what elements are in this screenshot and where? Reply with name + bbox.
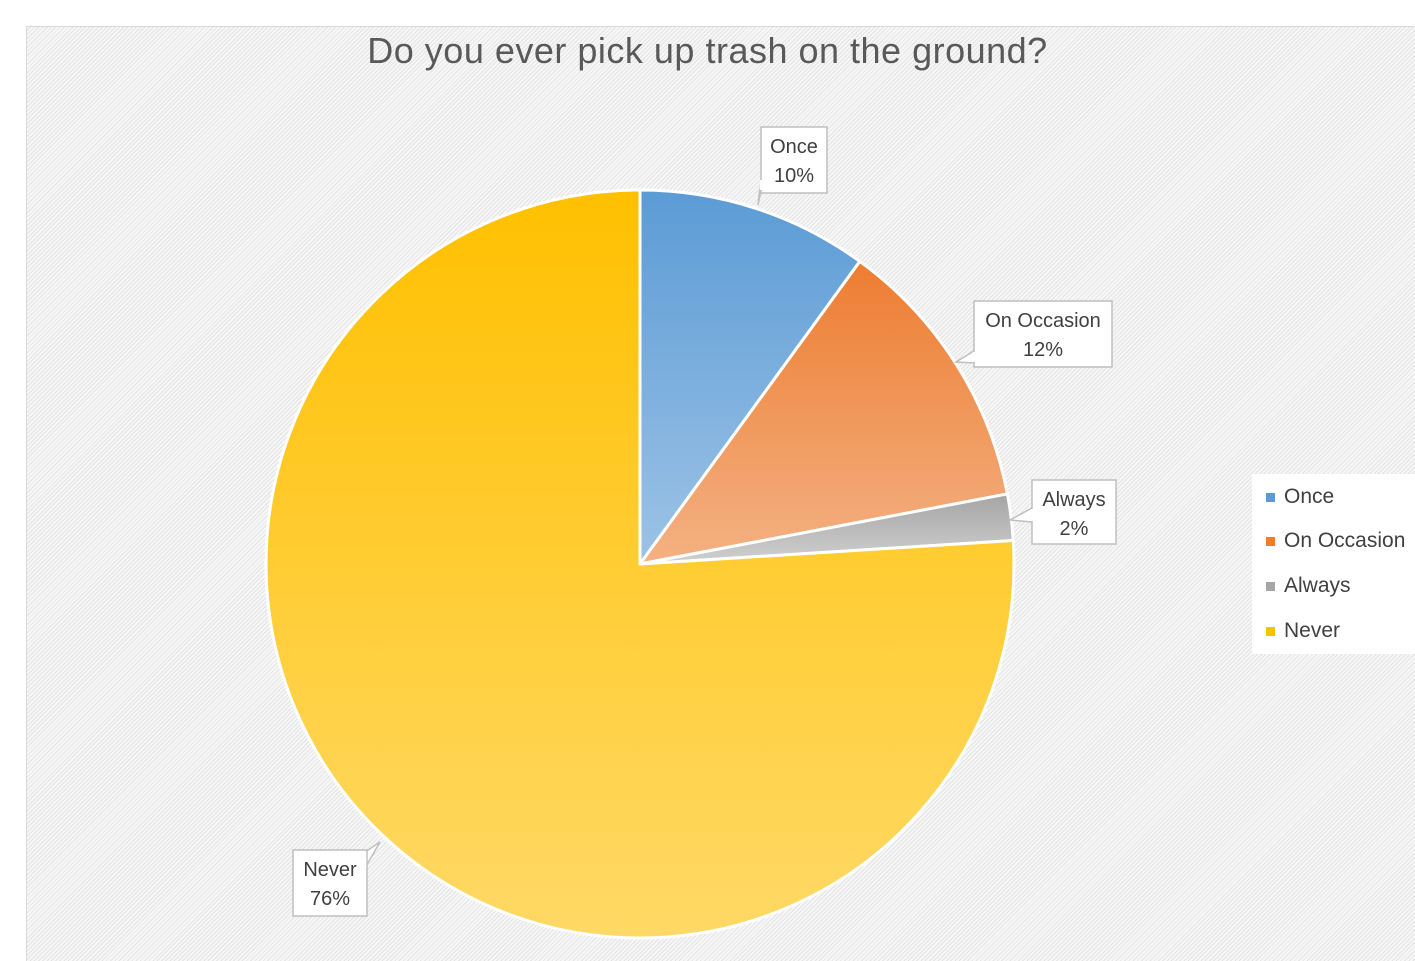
callout-box (973, 300, 1113, 368)
legend-label-on-occasion: On Occasion (1284, 529, 1406, 552)
data-label-category: On Occasion (985, 310, 1101, 332)
chart-title: Do you ever pick up trash on the ground? (367, 30, 1048, 71)
legend-swatch-always (1266, 581, 1275, 591)
pie-slices (264, 188, 1016, 940)
legend-swatch-once (1266, 492, 1275, 502)
data-labels: Once 10% On Occasion 12% Always 2% Never 76% (292, 126, 1117, 917)
data-label-percent: 10% (774, 165, 814, 187)
legend-label-always: Always (1284, 574, 1351, 597)
legend-item-on-occasion: On Occasion (1266, 526, 1405, 556)
callout-pointer (953, 349, 975, 364)
data-label-always: Always 2% (1007, 479, 1117, 545)
legend-swatch-on-occasion (1266, 536, 1275, 546)
callout-box (760, 126, 828, 194)
data-label-percent: 12% (1023, 339, 1063, 361)
legend-item-never: Never (1266, 616, 1340, 646)
data-label-once: Once 10% (757, 126, 828, 206)
data-label-category: Never (303, 859, 357, 881)
callout-pointer (1007, 506, 1033, 523)
data-label-on-occasion: On Occasion 12% (953, 300, 1113, 368)
data-label-category: Once (770, 136, 818, 158)
legend-item-always: Always (1266, 571, 1351, 601)
data-label-never: Never 76% (292, 841, 381, 917)
data-label-percent: 2% (1060, 518, 1089, 540)
callout-box (292, 849, 368, 917)
legend-swatch-never (1266, 626, 1275, 636)
pie-slice-once (638, 188, 862, 566)
data-label-category: Always (1042, 489, 1105, 511)
pie-slice-on-occasion (638, 259, 1009, 566)
data-label-percent: 76% (310, 888, 350, 910)
legend-label-once: Once (1284, 485, 1335, 508)
legend: Once On Occasion Always Never (1252, 474, 1415, 654)
legend-item-once: Once (1266, 482, 1334, 512)
callout-box (1031, 479, 1117, 545)
legend-label-never: Never (1284, 619, 1341, 642)
pie-slice-never (264, 188, 1016, 940)
